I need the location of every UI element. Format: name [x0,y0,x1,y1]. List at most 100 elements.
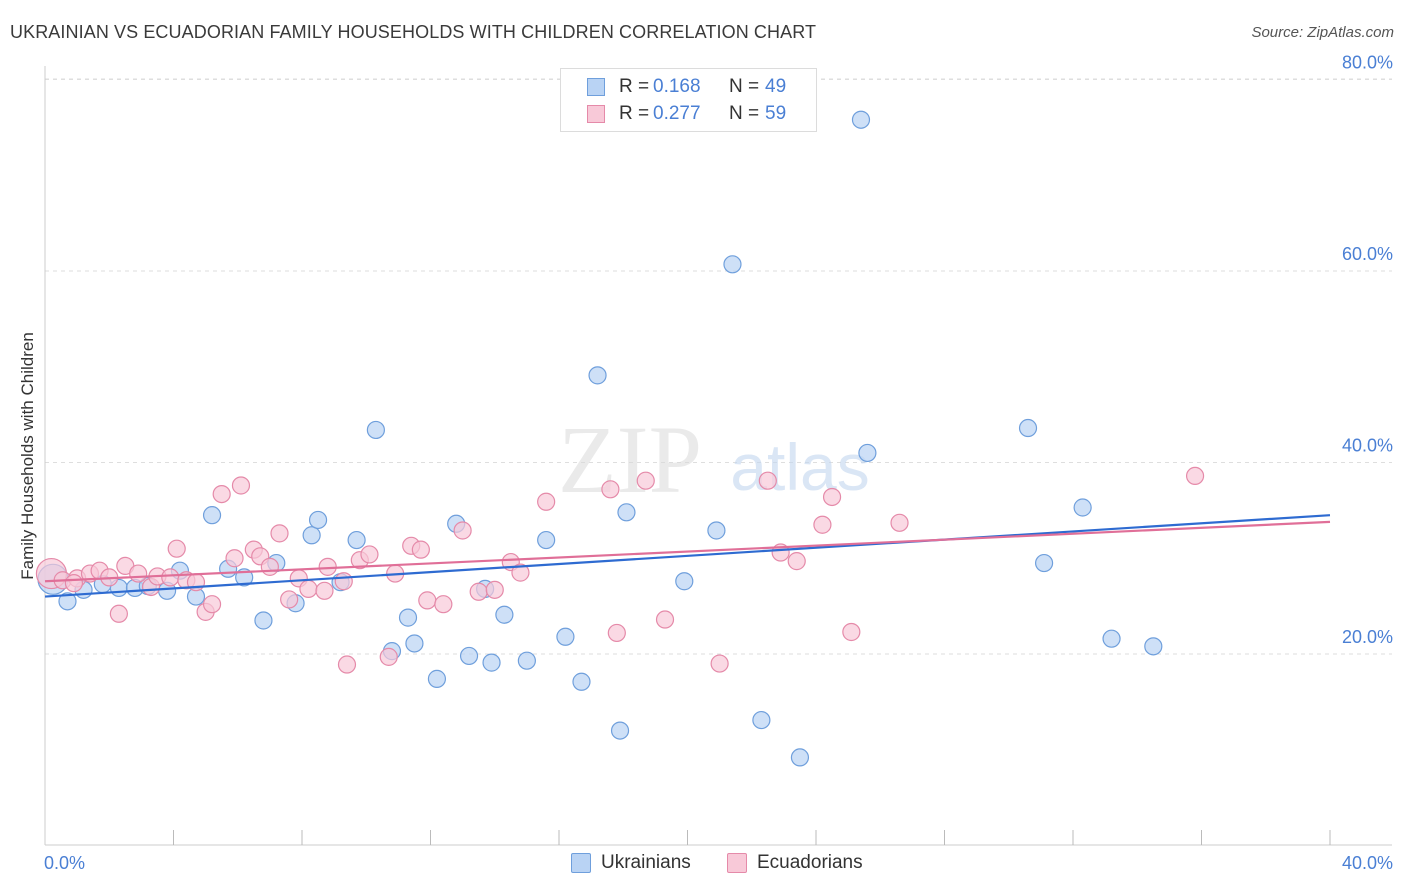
blue-swatch-icon [587,78,605,96]
legend-r-value-ukrainians: 0.168 [653,76,701,97]
legend-r-label: R = [619,103,650,124]
ukrainian-point [398,608,418,627]
legend-r-label: R = [619,76,650,97]
ecuadorian-point [167,539,186,558]
x-tick-label-max: 40.0% [1342,853,1393,873]
legend-n-label: N = [729,76,760,97]
ukrainian-point [302,526,321,545]
ecuadorian-point [129,564,148,583]
ecuadorian-point [334,572,353,591]
ecuadorian-point [299,579,318,598]
ukrainian-point [1018,418,1038,438]
ukrainian-point [254,611,273,630]
legend-label-ecuadorians: Ecuadorians [757,852,863,873]
ecuadorian-point [758,471,777,490]
ecuadorian-point [315,581,334,600]
ecuadorian-point [601,480,620,499]
ukrainian-point [617,503,636,522]
ecuadorian-point [280,590,299,609]
ukrainian-point [675,572,694,591]
legend-row-ukrainians: R = 0.168 N = 49 [587,75,786,99]
correlation-legend: R = 0.168 N = 49 R = 0.277 N = 59 [560,68,817,132]
ecuadorian-point [842,622,861,642]
ecuadorian-point [64,574,84,593]
watermark-atlas: atlas [730,430,869,504]
pink-swatch-icon [587,105,605,123]
ecuadorian-point [379,647,398,666]
x-tick-label-min: 0.0% [44,853,85,873]
legend-n-label: N = [729,103,760,124]
ukrainian-point [495,605,514,624]
y-axis-label: Family Households with Children [18,332,37,580]
ecuadorian-point [360,545,379,564]
ukrainian-point [202,506,222,525]
ukrainian-trend-line [44,514,1331,598]
y-tick-label: 40.0% [1342,436,1393,456]
trend-layer [44,514,1331,598]
y-tick-label: 60.0% [1342,244,1393,264]
ecuadorian-trend-line [44,520,1331,583]
ecuadorian-point [161,568,180,587]
pink-swatch-icon [727,853,747,873]
ukrainian-point [588,366,607,385]
ukrainian-point [572,672,591,691]
ukrainian-point [610,721,630,740]
labels-layer: 20.0% 40.0% 60.0% 80.0% 0.0% 40.0% Family Hous… [18,53,1393,874]
series-legend: Ukrainians Ecuadorians [0,852,1406,876]
ecuadorian-point [655,610,675,629]
ecuadorian-point [434,595,453,614]
blue-swatch-icon [571,853,591,873]
ecuadorian-point [890,513,909,532]
watermark-zip: ZIP [558,406,702,513]
legend-label-ukrainians: Ukrainians [601,852,691,873]
legend-item-ecuadorians[interactable]: Ecuadorians [727,852,863,874]
legend-row-ecuadorians: R = 0.277 N = 59 [587,102,786,126]
legend-n-value-ukrainians: 49 [765,76,787,97]
ukrainian-point [308,510,328,530]
y-tick-label: 20.0% [1342,627,1393,647]
ecuadorian-point [411,540,430,559]
ukrainian-point [1102,629,1121,648]
chart-title: UKRAINIAN VS ECUADORIAN FAMILY HOUSEHOLD… [10,22,817,42]
legend-n-value-ecuadorians: 59 [765,103,787,124]
grid-layer [45,78,1392,655]
ukrainian-point [347,530,366,550]
ukrainian-point [723,255,742,274]
ukrainian-point [405,634,424,653]
ukrainian-point [58,592,77,611]
legend-r-value-ecuadorians: 0.277 [653,103,701,124]
ecuadorian-point [787,552,806,571]
watermark: ZIP atlas [558,406,870,513]
ecuadorian-point [418,591,437,610]
ukrainian-point [537,530,556,550]
ukrainian-point [427,669,447,688]
ecuadorian-point [337,655,357,674]
ecuadorian-point [511,563,530,582]
ukrainian-point [366,420,385,440]
ukrainian-point [1034,553,1054,573]
ecuadorian-point [231,476,251,495]
ukrainian-point [790,748,810,767]
ecuadorian-point [1185,466,1205,486]
ecuadorian-point [270,524,289,543]
ukrainian-point [707,521,726,540]
ukrainian-point [517,651,536,670]
ecuadorian-point [109,604,128,623]
ecuadorian-point [636,471,655,490]
ecuadorian-point [453,521,472,540]
source-label: Source: ZipAtlas.com [1251,24,1394,41]
ukrainian-point [752,710,771,730]
ecuadorian-point [607,623,626,643]
ukrainian-point [858,443,877,463]
ecuadorian-point [537,492,556,511]
ukrainian-point [482,653,501,672]
axes-layer [44,66,1392,846]
y-tick-label: 80.0% [1342,53,1393,73]
legend-item-ukrainians[interactable]: Ukrainians [571,852,691,874]
ukrainian-point [851,110,871,129]
ukrainian-point [1144,637,1163,656]
ecuadorian-point [212,484,231,504]
ukrainian-point [556,627,575,646]
ecuadorian-point [260,557,279,576]
